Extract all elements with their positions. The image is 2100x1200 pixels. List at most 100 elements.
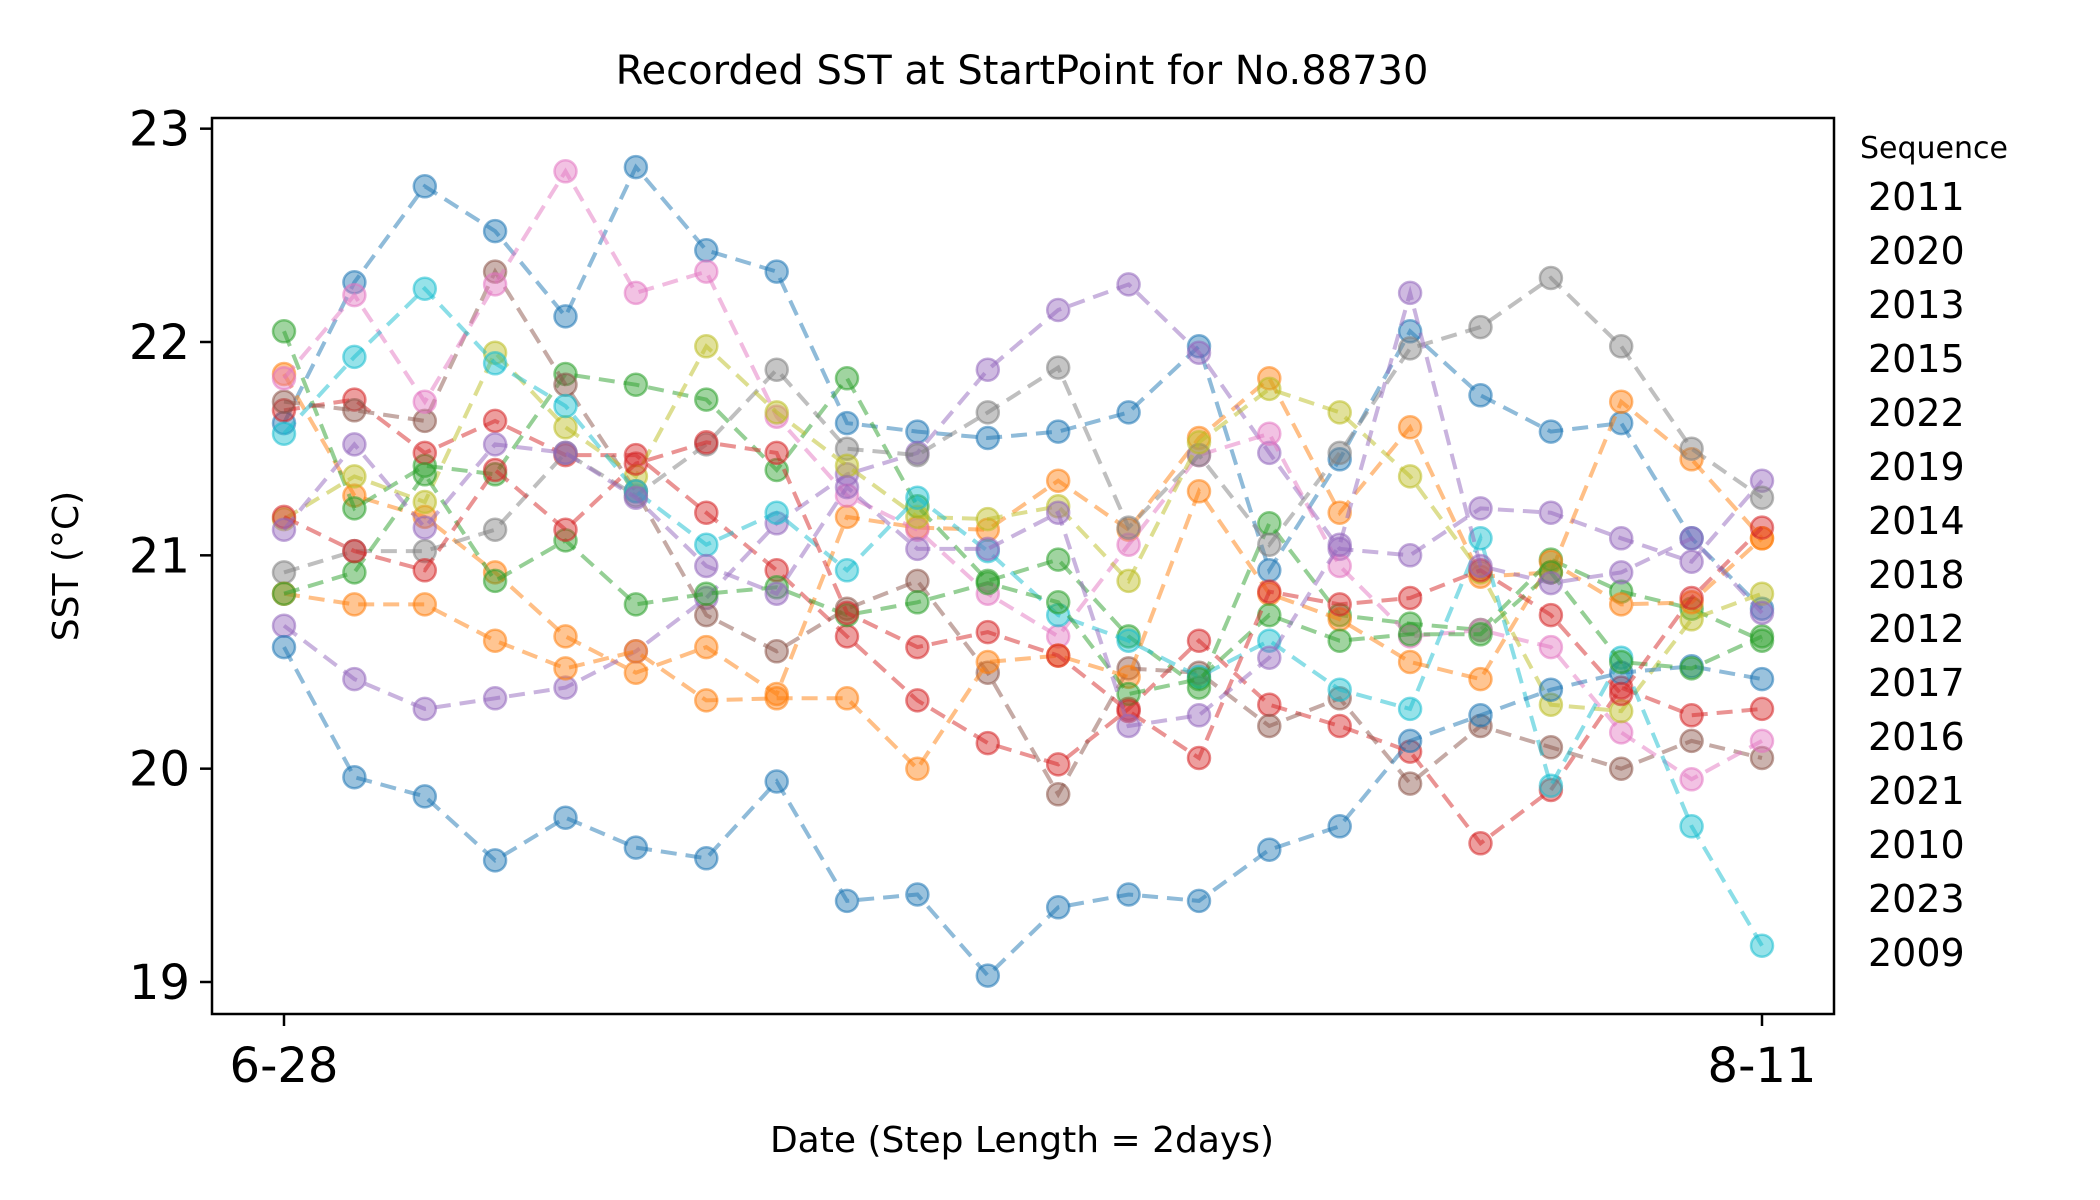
data-point-2012-19 — [1608, 698, 1634, 724]
data-point-2017-21 — [1749, 933, 1775, 958]
legend-item-2020: 2020 — [1868, 229, 1965, 273]
legend-item-2017: 2017 — [1868, 661, 1965, 705]
data-point-2010-1 — [342, 560, 367, 585]
legend-item-2016: 2016 — [1868, 715, 1965, 759]
data-point-2014-21 — [1749, 728, 1775, 754]
data-point-2022-4 — [553, 675, 578, 700]
data-point-2011-8 — [834, 410, 860, 436]
data-point-2014-19 — [1608, 720, 1634, 745]
legend-items: 2011 2020 2013 2015 2022 2019 2014 2018 2012 2017… — [1868, 175, 1965, 975]
data-point-2023-3 — [482, 457, 508, 483]
data-point-2020-16 — [1397, 415, 1423, 440]
data-point-2013-11 — [1045, 547, 1071, 572]
series-line-2013 — [282, 330, 1763, 691]
data-point-2014-1 — [342, 282, 367, 308]
data-point-2011-7 — [764, 259, 789, 284]
data-point-2017-3 — [482, 351, 508, 376]
data-point-2019-9 — [905, 568, 930, 594]
data-point-2013-1 — [342, 496, 367, 521]
legend-item-2019: 2019 — [1868, 445, 1965, 489]
data-point-2020-19 — [1608, 389, 1634, 414]
data-point-2012-15 — [1327, 400, 1352, 425]
data-point-2009-20 — [1679, 526, 1704, 551]
data-point-2011-18 — [1538, 419, 1564, 444]
data-point-2009-3 — [482, 432, 508, 457]
data-point-2017-1 — [342, 344, 367, 370]
y-tick-label: 20 — [129, 742, 190, 798]
data-point-2010-15 — [1327, 628, 1352, 653]
data-point-2022-11 — [1045, 297, 1071, 323]
legend-title: Sequence — [1860, 131, 2008, 166]
data-point-2021-10 — [975, 649, 1001, 675]
data-point-2023-4 — [553, 517, 578, 542]
data-point-2023-19 — [1608, 681, 1634, 707]
data-point-2021-19 — [1608, 592, 1634, 617]
data-point-2015-21 — [1749, 696, 1775, 722]
data-point-2018-16 — [1397, 336, 1423, 361]
data-point-2011-11 — [1045, 419, 1071, 444]
data-point-2018-8 — [834, 436, 860, 461]
data-point-2018-7 — [764, 357, 789, 382]
data-point-2011-4 — [553, 304, 578, 329]
data-point-2021-16 — [1397, 649, 1423, 675]
data-point-2015-15 — [1327, 713, 1352, 739]
data-point-2014-14 — [1257, 421, 1282, 446]
data-point-2012-10 — [975, 506, 1001, 532]
data-point-2011-3 — [482, 218, 508, 244]
data-point-2011-16 — [1397, 319, 1423, 344]
data-point-2023-9 — [905, 634, 930, 660]
data-point-2016-15 — [1327, 814, 1352, 839]
data-point-2013-0 — [271, 319, 297, 344]
data-point-2019-20 — [1679, 728, 1704, 754]
data-point-2015-0 — [271, 398, 297, 423]
data-point-2009-9 — [905, 536, 930, 562]
legend-item-2023: 2023 — [1868, 877, 1965, 921]
data-point-2016-9 — [905, 882, 930, 907]
series-line-2015 — [283, 397, 1763, 847]
data-point-2019-16 — [1397, 771, 1423, 796]
data-point-2009-1 — [342, 432, 367, 457]
data-point-2014-2 — [412, 389, 438, 414]
legend: Sequence 2011202020132015202220192014201… — [1860, 131, 2008, 975]
data-point-2022-18 — [1538, 500, 1564, 525]
data-point-2023-15 — [1327, 592, 1352, 617]
data-point-2023-7 — [764, 440, 789, 466]
data-point-2021-4 — [553, 656, 578, 681]
data-point-2016-3 — [482, 848, 508, 873]
legend-item-2015: 2015 — [1868, 337, 1965, 381]
data-point-2017-2 — [412, 276, 438, 301]
data-point-2019-14 — [1257, 713, 1282, 739]
data-point-2010-13 — [1186, 666, 1212, 692]
series-2022 — [271, 272, 1775, 722]
data-point-2021-2 — [412, 592, 438, 617]
data-point-2018-3 — [482, 517, 508, 542]
legend-item-2014: 2014 — [1868, 499, 1965, 543]
data-point-2010-19 — [1608, 649, 1634, 675]
data-point-2021-9 — [905, 756, 930, 781]
data-point-2023-11 — [1045, 643, 1071, 668]
series-line-2009 — [282, 285, 1764, 729]
data-point-2021-6 — [694, 688, 719, 713]
data-point-2022-19 — [1608, 526, 1634, 551]
series-2010 — [271, 462, 1775, 707]
data-point-2015-9 — [905, 688, 930, 713]
legend-item-2012: 2012 — [1868, 607, 1965, 651]
data-point-2016-18 — [1538, 677, 1564, 702]
data-point-2015-13 — [1186, 628, 1212, 653]
data-point-2018-21 — [1749, 485, 1775, 510]
data-point-2019-1 — [342, 398, 367, 423]
data-point-2019-7 — [764, 639, 789, 664]
data-point-2021-5 — [623, 639, 649, 664]
series-2023 — [271, 430, 1775, 771]
data-point-2020-8 — [834, 504, 860, 530]
data-point-2010-16 — [1397, 622, 1423, 647]
data-point-2009-17 — [1468, 553, 1493, 579]
data-point-2023-18 — [1538, 602, 1564, 628]
y-tick-label: 19 — [129, 955, 190, 1011]
data-point-2009-19 — [1608, 560, 1634, 585]
data-point-2015-6 — [694, 500, 719, 525]
data-point-2017-12 — [1116, 628, 1141, 653]
data-point-2021-1 — [342, 592, 367, 617]
data-point-2018-17 — [1468, 314, 1493, 340]
